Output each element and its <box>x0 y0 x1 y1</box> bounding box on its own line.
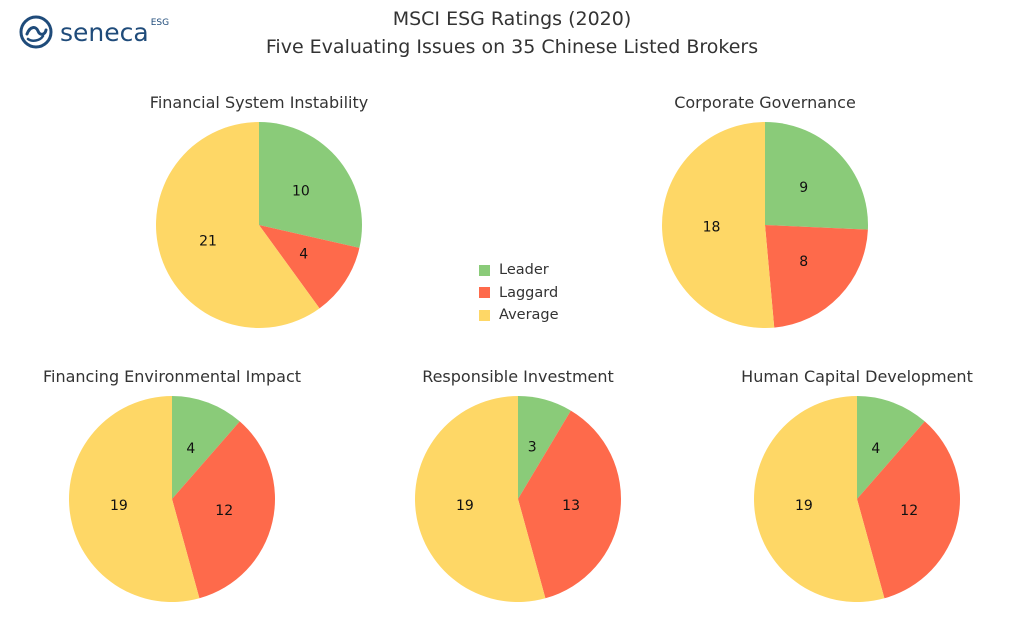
pie-slice-label-leader: 4 <box>871 441 880 457</box>
pie-title: Responsible Investment <box>422 367 614 386</box>
pie-slice-leader <box>765 122 868 230</box>
pie-slice-label-leader: 4 <box>186 441 195 457</box>
legend-swatch-laggard <box>479 287 490 299</box>
pie-title: Financial System Instability <box>150 93 368 112</box>
pie-responsible-investment: Responsible Investment 3 13 19 <box>414 367 621 602</box>
legend-item-leader: Leader <box>479 259 559 282</box>
pie-slice-label-average: 19 <box>110 498 128 514</box>
pie-slice-label-laggard: 12 <box>900 503 918 519</box>
legend-label-leader: Leader <box>499 262 549 279</box>
legend-item-average: Average <box>479 304 559 327</box>
pie-corporate-governance: Corporate Governance 9 8 18 <box>662 93 868 328</box>
pie-slice-average <box>414 396 546 602</box>
pie-title: Corporate Governance <box>674 93 856 112</box>
legend-swatch-leader <box>479 264 490 276</box>
pie-slice-laggard <box>172 421 275 599</box>
pie-slice-label-average: 21 <box>199 234 217 250</box>
pie-title: Financing Environmental Impact <box>43 367 301 386</box>
pie-financing-environmental-impact: Financing Environmental Impact 4 12 19 <box>43 367 301 602</box>
pie-slice-laggard <box>518 410 621 599</box>
logo-superscript: ESG <box>150 18 170 28</box>
pie-slice-average <box>155 122 320 328</box>
pie-slice-leader <box>857 396 925 499</box>
pie-slice-label-leader: 9 <box>799 180 808 196</box>
pie-slice-average <box>753 396 885 602</box>
pie-slice-leader <box>259 122 363 248</box>
pie-slice-label-average: 18 <box>703 219 721 235</box>
chart-subtitle: Five Evaluating Issues on 35 Chinese Lis… <box>265 36 759 58</box>
pie-slice-label-laggard: 13 <box>562 498 580 514</box>
pie-slice-laggard <box>259 225 360 309</box>
pie-slice-label-average: 19 <box>456 498 474 514</box>
pie-slice-average <box>662 122 775 328</box>
seneca-logo-icon <box>19 15 53 49</box>
pie-slice-label-laggard: 4 <box>299 247 308 263</box>
pie-financial-system-instability: Financial System Instability 10 4 21 <box>150 93 368 328</box>
pie-human-capital-development: Human Capital Development 4 12 19 <box>741 367 973 602</box>
legend-item-laggard: Laggard <box>479 282 559 305</box>
pie-title: Human Capital Development <box>741 367 973 386</box>
legend: Leader Laggard Average <box>479 259 559 327</box>
pie-slice-label-leader: 3 <box>528 439 537 455</box>
pie-slice-average <box>68 396 200 602</box>
pie-slice-label-average: 19 <box>795 498 813 514</box>
pie-slice-label-leader: 10 <box>292 184 310 200</box>
legend-label-average: Average <box>499 307 559 324</box>
pie-slice-label-laggard: 8 <box>799 254 808 270</box>
chart-title: MSCI ESG Ratings (2020) <box>392 8 632 30</box>
logo-wordmark: seneca <box>60 17 149 47</box>
seneca-logo: seneca ESG <box>18 12 169 52</box>
pie-slice-leader <box>518 396 571 499</box>
pie-slice-leader <box>172 396 240 499</box>
legend-label-laggard: Laggard <box>499 284 559 301</box>
legend-swatch-average <box>479 309 490 321</box>
pie-slice-label-laggard: 12 <box>215 503 233 519</box>
pie-slice-laggard <box>765 225 868 328</box>
pie-slice-laggard <box>857 421 960 599</box>
